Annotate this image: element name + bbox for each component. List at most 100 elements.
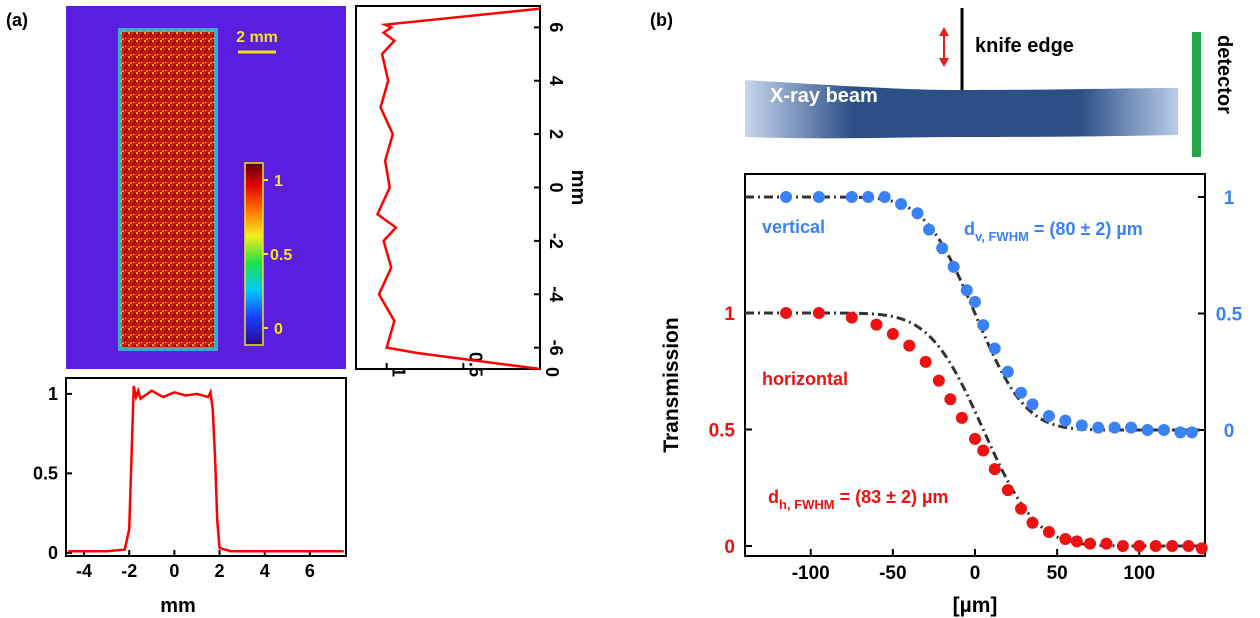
data-point — [1133, 540, 1146, 552]
data-point — [780, 191, 793, 203]
x-tick-label: -100 — [792, 563, 830, 584]
knife-edge-scan-plot: -100 -50 0 50 100 0 0.5 1 0 0.5 1 [µm] Transmission v… — [660, 173, 1243, 617]
x-tick-label: 100 — [1123, 563, 1155, 584]
data-point — [969, 432, 981, 445]
x-tick-label: 0 — [542, 367, 562, 377]
data-point — [1075, 419, 1088, 432]
data-point — [1195, 542, 1208, 555]
y-tick-label: 6 — [546, 22, 566, 32]
legend-label-horizontal: horizontal — [762, 369, 848, 389]
data-point — [1185, 426, 1198, 439]
data-point — [1042, 526, 1055, 539]
data-point — [936, 242, 949, 255]
data-point — [1070, 535, 1083, 548]
y-tick-label: -6 — [546, 340, 566, 356]
y-tick-label: 0 — [546, 182, 566, 192]
x-tick-label: 50 — [1047, 563, 1068, 584]
x-tick-label: 0 — [970, 563, 981, 584]
fwhm-annotation-horizontal: dh, FWHM = (83 ± 2) µm — [768, 487, 948, 512]
vertical-profile-plot: 1 0.5 0 -6 -4 -2 0 2 4 6 mm — [355, 5, 589, 377]
y-axis-label: Transmission — [660, 317, 683, 452]
profile-line — [375, 7, 541, 371]
data-point — [960, 284, 973, 297]
x-axis-label: mm — [160, 595, 196, 617]
data-point — [870, 318, 883, 331]
data-point — [1108, 421, 1121, 434]
left-y-tick-label: 0 — [724, 537, 735, 558]
data-point — [1182, 540, 1195, 552]
x-tick-label: 0.5 — [465, 352, 485, 377]
profile-line — [68, 385, 344, 553]
data-point — [1116, 540, 1129, 552]
detector-image — [66, 6, 346, 369]
x-tick-label: 6 — [305, 561, 315, 581]
horizontal-profile-plot: -4 -2 0 2 4 6 0 0.5 1 mm — [33, 377, 347, 617]
colorbar-tick: 0.5 — [270, 247, 292, 264]
panel-b-label: (b) — [650, 10, 673, 30]
data-point — [977, 319, 990, 332]
data-point — [969, 295, 981, 308]
data-point — [1001, 484, 1014, 497]
data-point — [812, 307, 825, 319]
y-axis-label: mm — [567, 170, 589, 206]
detector-label: detector — [1213, 35, 1235, 114]
y-tick-label: -4 — [546, 286, 566, 302]
data-point — [903, 339, 916, 352]
panel-a-label: (a) — [6, 10, 28, 30]
data-point — [923, 223, 935, 236]
data-point — [955, 411, 968, 424]
fwhm-annotation-vertical: dv, FWHM = (80 ± 2) µm — [964, 219, 1143, 244]
data-point — [919, 355, 932, 368]
data-point — [1026, 516, 1039, 529]
data-point — [1141, 424, 1154, 436]
data-point — [1100, 537, 1113, 550]
motion-arrow-icon — [939, 27, 949, 67]
data-point — [932, 374, 945, 387]
data-point — [862, 191, 875, 203]
knife-edge-label: knife edge — [975, 35, 1074, 57]
data-point — [977, 444, 990, 457]
x-axis-label: [µm] — [953, 594, 998, 617]
data-point — [1157, 424, 1170, 436]
x-tick-label: -50 — [879, 563, 906, 584]
beam-schematic: X-ray beam knife edge detector — [745, 8, 1235, 157]
x-tick-label: 4 — [260, 561, 270, 581]
data-point — [845, 311, 858, 324]
right-y-tick-label: 0.5 — [1216, 305, 1243, 326]
x-tick-label: 0 — [169, 561, 179, 581]
y-tick-label: 1 — [48, 384, 58, 404]
data-point — [780, 307, 793, 319]
data-point — [1026, 398, 1039, 411]
x-tick-label: -4 — [76, 561, 92, 581]
data-point — [1015, 502, 1027, 515]
data-point — [947, 260, 960, 273]
left-y-tick-label: 0.5 — [709, 421, 736, 442]
data-point — [1084, 537, 1096, 550]
left-y-tick-label: 1 — [724, 304, 735, 325]
x-tick-label: -2 — [121, 561, 137, 581]
colorbar-tick: 0 — [274, 321, 283, 338]
data-point — [812, 191, 825, 203]
data-point — [1059, 414, 1072, 427]
x-tick-label: 1 — [389, 367, 409, 377]
colorbar: 1 0.5 0 — [244, 162, 292, 346]
data-point — [944, 393, 957, 406]
y-tick-label: -2 — [546, 233, 566, 249]
data-point — [895, 197, 908, 210]
data-point — [988, 463, 1001, 476]
legend-label-vertical: vertical — [762, 217, 825, 237]
data-point — [886, 327, 899, 340]
data-point — [1125, 421, 1138, 434]
right-y-tick-label: 1 — [1224, 188, 1235, 209]
data-point — [845, 191, 858, 203]
plot-frame — [65, 377, 347, 557]
y-tick-label: 0.5 — [33, 463, 58, 483]
data-point — [1001, 365, 1014, 378]
data-point — [988, 342, 1001, 355]
y-tick-label: 4 — [546, 76, 566, 86]
data-point — [878, 191, 891, 203]
data-point — [1166, 540, 1179, 552]
detector-bar — [1192, 32, 1201, 157]
data-point — [1174, 426, 1187, 439]
